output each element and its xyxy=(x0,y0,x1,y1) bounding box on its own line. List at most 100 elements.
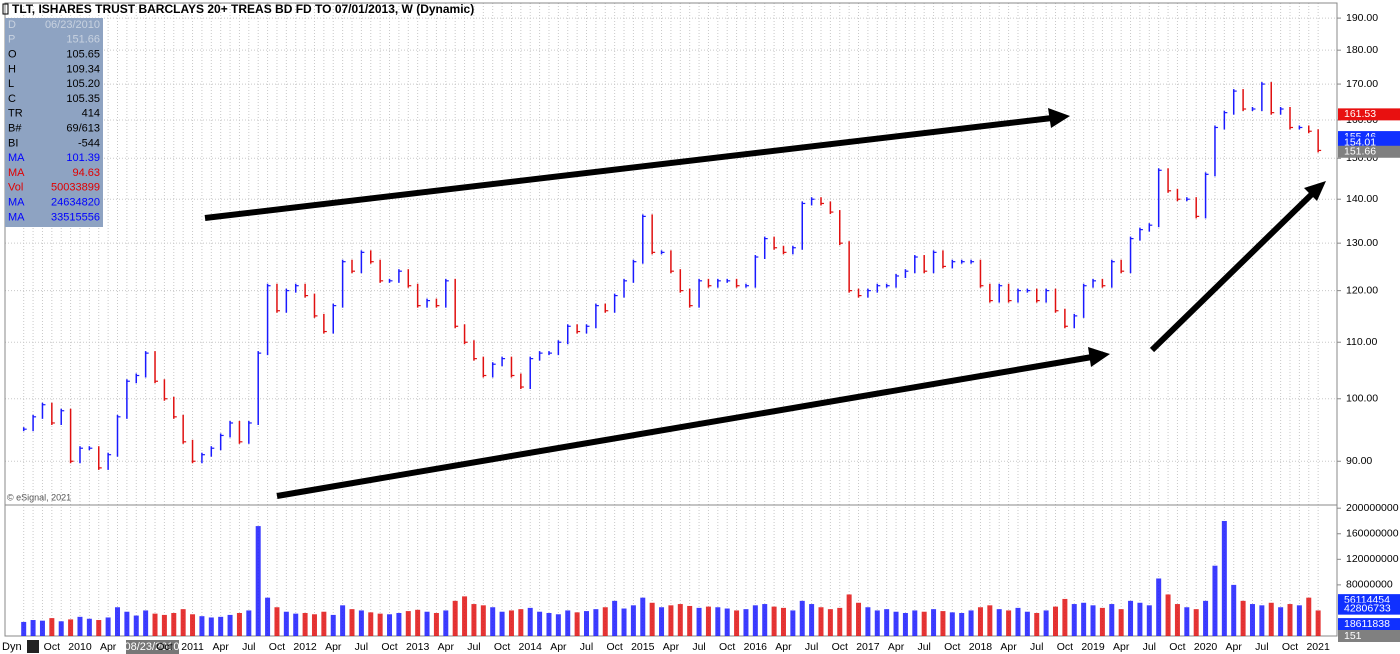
volume-bar xyxy=(527,607,533,636)
x-tick-label: Oct xyxy=(1282,641,1298,653)
value-badge xyxy=(1338,108,1400,121)
info-label: MA xyxy=(8,211,25,223)
volume-bar xyxy=(715,607,721,636)
volume-bar xyxy=(565,610,571,636)
info-value: 105.35 xyxy=(66,93,100,105)
info-value: 06/23/2010 xyxy=(45,19,100,31)
volume-bar xyxy=(921,611,927,636)
volume-bar xyxy=(696,607,702,636)
symbol-icon xyxy=(2,3,9,15)
volume-bar xyxy=(452,600,458,636)
volume-bar xyxy=(330,614,336,636)
volume-bar xyxy=(771,606,777,636)
volume-bar xyxy=(959,612,965,636)
volume-bar xyxy=(236,612,242,636)
volume-bar xyxy=(827,609,833,636)
y-tick-label: 100.00 xyxy=(1346,393,1378,405)
volume-bar xyxy=(340,605,346,636)
volume-bar xyxy=(1240,600,1246,636)
x-tick-label: Jul xyxy=(580,641,593,653)
volume-bar xyxy=(1024,611,1030,636)
volume-bar xyxy=(856,602,862,636)
x-tick-label: 2014 xyxy=(519,641,543,653)
info-value: 105.20 xyxy=(66,78,100,90)
y-tick-label: 140.00 xyxy=(1346,193,1378,205)
y-tick-label: 110.00 xyxy=(1346,336,1377,348)
x-tick-label: 2016 xyxy=(744,641,768,653)
volume-bar xyxy=(1231,584,1237,636)
x-tick-label: Oct xyxy=(44,641,60,653)
x-tick-label: Apr xyxy=(1000,641,1017,653)
volume-bar xyxy=(180,609,186,636)
x-tick-label: 2019 xyxy=(1081,641,1105,653)
volume-bar xyxy=(161,614,167,636)
volume-bar xyxy=(424,611,430,636)
info-label: BI xyxy=(8,137,18,149)
mode-button[interactable] xyxy=(27,640,39,653)
volume-bar xyxy=(865,607,871,636)
info-value: 69/613 xyxy=(66,123,100,135)
volume-y-tick-label: 160000000 xyxy=(1346,528,1399,540)
volume-bar xyxy=(1165,594,1171,636)
volume-bar xyxy=(1099,607,1105,636)
volume-bar xyxy=(687,605,693,636)
volume-y-tick-label: 120000000 xyxy=(1346,553,1399,565)
volume-bar xyxy=(1296,605,1302,636)
volume-bar xyxy=(705,606,711,636)
info-label: C xyxy=(8,93,16,105)
x-tick-label: Jul xyxy=(355,641,368,653)
x-tick-label: Apr xyxy=(888,641,905,653)
volume-bar xyxy=(152,613,158,636)
volume-bar xyxy=(846,594,852,636)
volume-bar xyxy=(349,609,355,636)
x-tick-label: Oct xyxy=(832,641,848,653)
x-tick-label: Jul xyxy=(242,641,255,653)
y-tick-label: 90.00 xyxy=(1346,455,1372,467)
x-tick-label: Apr xyxy=(100,641,117,653)
value-badge-label: 18611838 xyxy=(1344,618,1390,630)
volume-bar xyxy=(1184,607,1190,636)
y-tick-label: 170.00 xyxy=(1346,78,1378,90)
y-tick-label: 120.00 xyxy=(1346,284,1378,296)
x-tick-label: Oct xyxy=(269,641,285,653)
volume-bar xyxy=(734,610,740,636)
volume-bar xyxy=(199,616,205,636)
x-tick-label: Jul xyxy=(917,641,930,653)
mode-label[interactable]: Dyn xyxy=(2,641,22,653)
volume-bar xyxy=(762,604,768,636)
volume-bar xyxy=(1278,607,1284,636)
x-tick-label: Oct xyxy=(381,641,397,653)
volume-bar xyxy=(490,607,496,636)
volume-bar xyxy=(39,620,45,636)
volume-bar xyxy=(874,610,880,636)
volume-bar xyxy=(780,607,786,636)
x-tick-label: 2017 xyxy=(856,641,880,653)
cursor-label: 08/23/2010 xyxy=(124,641,179,653)
volume-bar xyxy=(809,604,815,636)
x-tick-label: Apr xyxy=(663,641,680,653)
volume-bar xyxy=(77,616,83,636)
volume-bar xyxy=(1287,604,1293,636)
x-tick-label: Apr xyxy=(550,641,567,653)
volume-bar xyxy=(133,615,139,636)
volume-bar xyxy=(1156,578,1162,636)
value-badge xyxy=(1338,145,1400,158)
volume-bar xyxy=(387,614,393,636)
volume-bar xyxy=(49,618,55,636)
arrowhead xyxy=(1048,108,1070,128)
volume-bar xyxy=(677,604,683,636)
trend-arrows xyxy=(204,108,1326,499)
volume-bar xyxy=(405,611,411,636)
volume-bar xyxy=(743,609,749,636)
volume-bar xyxy=(724,608,730,636)
value-badge-label: 154.01 xyxy=(1344,136,1376,148)
volume-bar xyxy=(143,610,149,636)
info-label: P xyxy=(8,34,15,46)
volume-bar xyxy=(555,614,561,636)
info-label: H xyxy=(8,63,16,75)
info-value: 24634820 xyxy=(51,197,100,209)
volume-bar xyxy=(1146,605,1152,636)
info-value: 101.39 xyxy=(66,152,100,164)
arrow xyxy=(204,115,1053,221)
